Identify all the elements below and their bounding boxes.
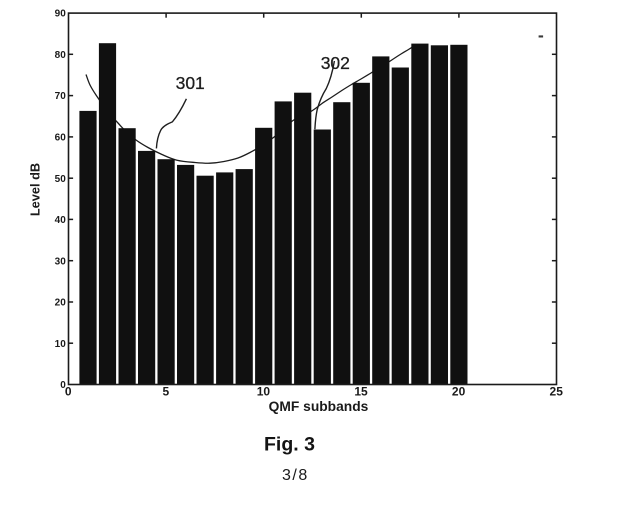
svg-text:40: 40 — [55, 215, 67, 226]
svg-text:15: 15 — [354, 385, 368, 399]
svg-text:80: 80 — [55, 50, 67, 61]
svg-text:0: 0 — [60, 380, 66, 391]
svg-text:10: 10 — [55, 339, 67, 350]
svg-text:5: 5 — [162, 385, 169, 399]
svg-text:20: 20 — [452, 385, 466, 399]
svg-text:70: 70 — [55, 91, 67, 102]
svg-text:25: 25 — [550, 385, 564, 399]
svg-text:Fig. 3: Fig. 3 — [264, 434, 315, 456]
svg-text:60: 60 — [55, 133, 67, 144]
svg-text:302: 302 — [321, 53, 350, 73]
svg-text:10: 10 — [257, 385, 271, 399]
svg-text:Level dB: Level dB — [28, 163, 43, 216]
svg-text:3/8: 3/8 — [282, 467, 309, 484]
svg-text:301: 301 — [176, 73, 205, 93]
svg-text:20: 20 — [55, 298, 67, 309]
svg-text:90: 90 — [55, 9, 67, 20]
svg-text:50: 50 — [55, 174, 67, 185]
svg-text:30: 30 — [55, 256, 67, 267]
svg-text:QMF subbands: QMF subbands — [269, 399, 369, 414]
svg-text:0: 0 — [65, 385, 72, 399]
